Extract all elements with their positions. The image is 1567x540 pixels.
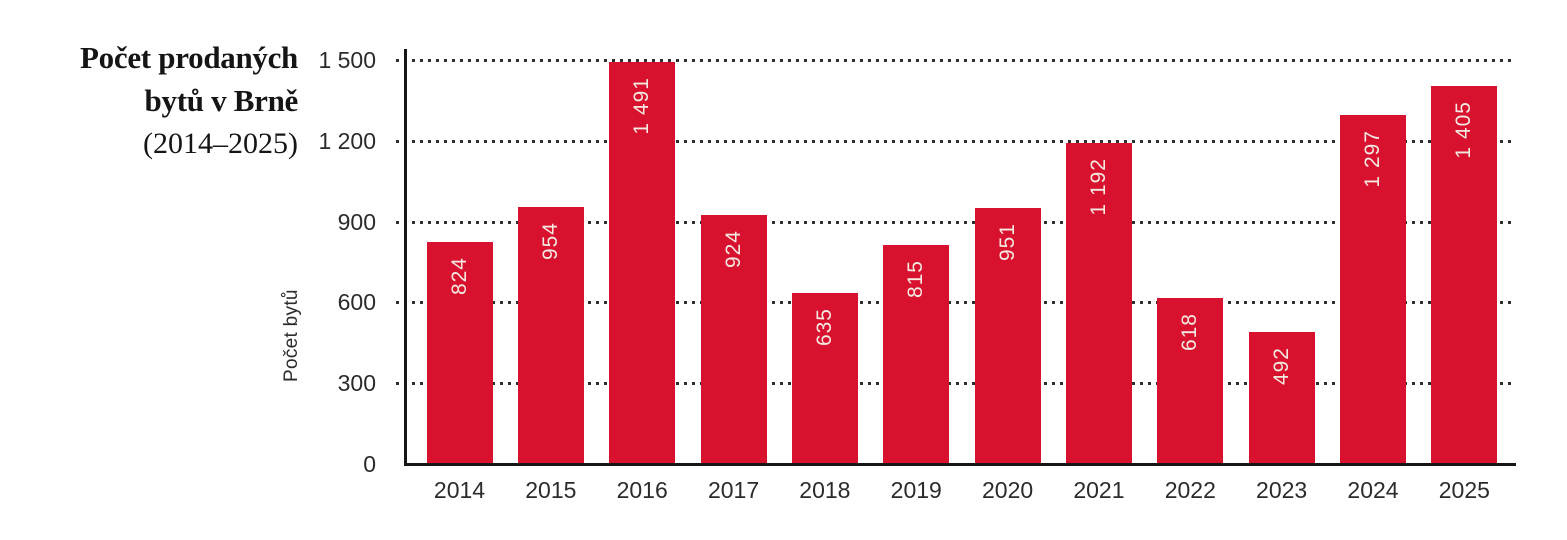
x-tick-label-2020: 2020 [982, 477, 1034, 503]
x-tick-label-2022: 2022 [1164, 477, 1216, 503]
y-tick-label-1500: 1 500 [318, 47, 376, 73]
chart-title-line-1: Počet prodaných [80, 40, 298, 75]
gridline-1500 [396, 59, 1516, 62]
gridline-600 [396, 301, 1516, 305]
bar-2022: 618 [1157, 297, 1224, 464]
bar-value-label: 1 192 [1086, 157, 1110, 216]
bar-value-label: 1 491 [630, 77, 654, 135]
bar-value-label: 635 [812, 307, 836, 347]
x-tick-label-2019: 2019 [890, 477, 942, 503]
y-tick-label-0: 0 [363, 451, 376, 477]
chart-title-line-2: bytů v Brně [144, 83, 299, 118]
bar-2023: 492 [1248, 331, 1315, 464]
bar-value-label: 492 [1269, 346, 1293, 385]
bar-2016: 1 491 [609, 62, 676, 464]
bar-2015: 954 [517, 207, 584, 464]
bar-2021: 1 192 [1065, 142, 1132, 464]
bar-2014: 824 [426, 242, 493, 464]
plot-area: 824 954 1 491 924 635 815 951 1 192 618 492 1 297 1… [396, 59, 1516, 464]
x-tick-label-2021: 2021 [1073, 477, 1125, 503]
y-axis-line [404, 49, 407, 466]
x-tick-label-2025: 2025 [1438, 477, 1490, 503]
x-axis-line [404, 463, 1516, 466]
bar-value-label: 1 297 [1361, 129, 1384, 188]
x-tick-label-2017: 2017 [707, 477, 760, 503]
gridline-900 [396, 220, 1516, 224]
x-tick-label-2016: 2016 [616, 477, 668, 503]
x-tick-label-2024: 2024 [1347, 477, 1399, 503]
gridline-1200 [396, 139, 1516, 143]
bar-2017: 924 [700, 215, 767, 464]
gridline-300 [396, 382, 1516, 386]
chart-title: Počet prodaných bytů v Brně (2014–2025) [0, 36, 298, 165]
bar-value-label: 951 [995, 222, 1019, 261]
y-tick-label-900: 900 [337, 208, 376, 235]
bar-2024: 1 297 [1340, 114, 1406, 464]
y-tick-label-600: 600 [337, 289, 376, 316]
chart-title-years: (2014–2025) [143, 127, 298, 160]
bar-2019: 815 [883, 244, 950, 464]
bar-value-label: 954 [538, 222, 562, 261]
x-tick-label-2015: 2015 [525, 477, 577, 503]
bar-value-label: 824 [447, 257, 471, 296]
x-tick-label-2023: 2023 [1256, 477, 1308, 503]
bar-value-label: 618 [1178, 312, 1202, 351]
bar-value-label: 924 [721, 230, 745, 269]
y-tick-label-1200: 1 200 [318, 127, 376, 154]
x-tick-label-2014: 2014 [433, 477, 486, 503]
bar-2018: 635 [791, 292, 858, 464]
x-tick-label-2018: 2018 [799, 477, 851, 503]
y-tick-label-300: 300 [337, 370, 376, 397]
bar-2020: 951 [974, 207, 1041, 464]
bar-value-label: 1 405 [1452, 100, 1476, 159]
bar-value-label: 815 [904, 259, 928, 298]
bar-2025: 1 405 [1431, 85, 1498, 464]
